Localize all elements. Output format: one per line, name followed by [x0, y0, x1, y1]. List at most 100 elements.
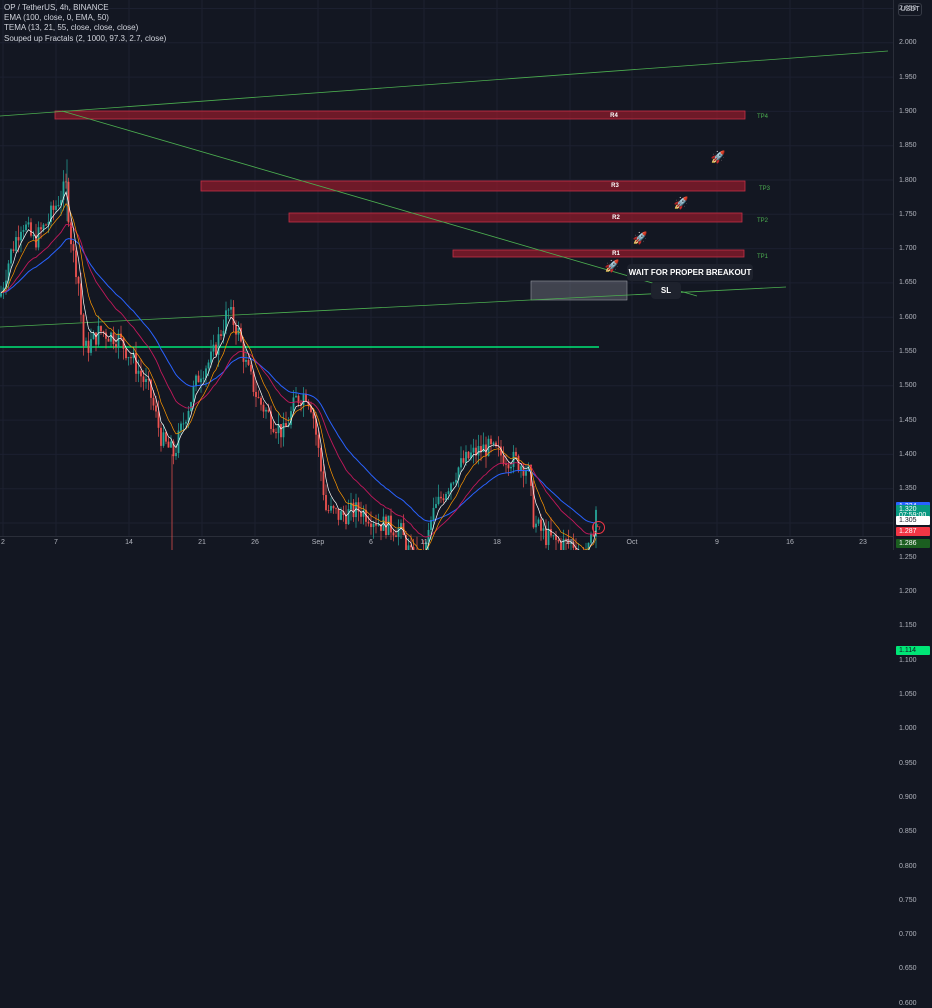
candle-body — [480, 446, 482, 453]
candle-body — [172, 441, 175, 457]
indicator-fractals[interactable]: Souped up Fractals (2, 1000, 97.3, 2.7, … — [4, 33, 167, 43]
candle-body — [245, 359, 247, 362]
candle-body — [222, 330, 225, 336]
candle-body — [545, 528, 547, 545]
time-tick: Sep — [311, 539, 325, 546]
candle-body — [7, 263, 10, 281]
candle-body — [267, 409, 270, 412]
candle-body — [115, 344, 117, 348]
candle-body — [220, 334, 222, 336]
candle-body — [372, 523, 375, 528]
candle-body — [470, 452, 472, 459]
candle-body — [25, 224, 27, 231]
candle-body — [192, 386, 195, 403]
time-tick: 21 — [198, 539, 206, 546]
candle-body — [532, 485, 535, 528]
candle-body — [27, 222, 30, 225]
indicator-ema[interactable]: EMA (100, close, 0, EMA, 50) — [4, 13, 109, 23]
symbol-title[interactable]: OP / TetherUS, 4h, BINANCE — [4, 3, 109, 12]
price-tick: 1.000 — [899, 725, 917, 733]
candle-body — [320, 447, 322, 472]
candle-body — [150, 379, 152, 398]
candle-body — [302, 393, 305, 406]
candle-body — [255, 391, 257, 397]
candle-body — [432, 507, 435, 521]
candle-body — [65, 181, 67, 183]
candle-body — [330, 505, 332, 511]
candle-body — [477, 446, 480, 456]
candle-body — [445, 493, 447, 501]
price-label: 1.320 — [896, 504, 930, 514]
candle-body — [465, 451, 467, 463]
price-tick: 0.950 — [899, 759, 917, 767]
candle-body — [510, 466, 512, 469]
candle-body — [502, 455, 505, 465]
candle-body — [190, 402, 192, 412]
candle-body — [225, 310, 227, 331]
candle-body — [2, 287, 5, 293]
candle-body — [217, 334, 220, 355]
lightning-icon[interactable]: ϟ — [592, 521, 605, 534]
candle-body — [120, 333, 122, 338]
candle-body — [482, 444, 485, 453]
candle-body — [157, 411, 160, 428]
candle-body — [437, 496, 440, 505]
candle-body — [447, 491, 450, 494]
candle-body — [147, 379, 150, 380]
price-tick: 0.700 — [899, 931, 917, 939]
candle-body — [227, 309, 230, 311]
price-tick: 0.750 — [899, 896, 917, 904]
candle-body — [315, 418, 317, 435]
price-tick: 0.900 — [899, 793, 917, 801]
candle-body — [325, 495, 327, 511]
candle-body — [570, 542, 572, 544]
candle-body — [110, 332, 112, 342]
candle-body — [202, 377, 205, 379]
candle-body — [167, 441, 170, 448]
price-label: 1.305 — [896, 516, 930, 526]
candle-body — [492, 442, 495, 445]
candle-body — [360, 511, 362, 517]
price-tick: 1.850 — [899, 142, 917, 150]
zone-label-r3: R3 — [611, 183, 619, 189]
price-chart[interactable] — [0, 0, 932, 550]
candle-body — [127, 357, 130, 359]
price-tick: 1.250 — [899, 553, 917, 561]
candle-body — [130, 357, 132, 359]
price-label: 1.114 — [896, 646, 930, 656]
price-tick: 1.200 — [899, 588, 917, 596]
candle-body — [305, 393, 307, 402]
candle-body — [257, 396, 260, 398]
candle-body — [555, 535, 557, 540]
candle-body — [382, 516, 385, 531]
candle-body — [575, 547, 577, 550]
candle-body — [397, 528, 400, 537]
candle-body — [77, 277, 80, 284]
sl-callout[interactable]: SL — [651, 282, 681, 299]
candle-body — [495, 442, 497, 447]
candle-body — [290, 411, 292, 425]
candle-body — [460, 458, 462, 468]
candle-body — [327, 510, 330, 511]
candle-body — [412, 547, 415, 550]
candle-body — [132, 352, 135, 359]
zone-label-r4: R4 — [610, 113, 618, 119]
candle-body — [117, 333, 120, 348]
candle-body — [347, 509, 350, 525]
currency-button[interactable]: USDT — [898, 3, 922, 16]
candle-body — [590, 533, 592, 543]
candle-body — [97, 326, 100, 345]
candle-body — [547, 529, 550, 545]
indicator-tema[interactable]: TEMA (13, 21, 55, close, close, close) — [4, 23, 139, 33]
candle-body — [350, 502, 352, 510]
candle-body — [90, 339, 92, 353]
breakout-callout[interactable]: WAIT FOR PROPER BREAKOUT — [627, 264, 753, 281]
candle-body — [425, 541, 427, 550]
time-tick: Oct — [626, 539, 638, 546]
candle-body — [392, 532, 395, 536]
candle-body — [170, 441, 172, 448]
candle-body — [310, 405, 312, 413]
time-tick: 11 — [420, 539, 428, 546]
candle-body — [380, 524, 382, 531]
chart-area[interactable] — [0, 0, 932, 550]
